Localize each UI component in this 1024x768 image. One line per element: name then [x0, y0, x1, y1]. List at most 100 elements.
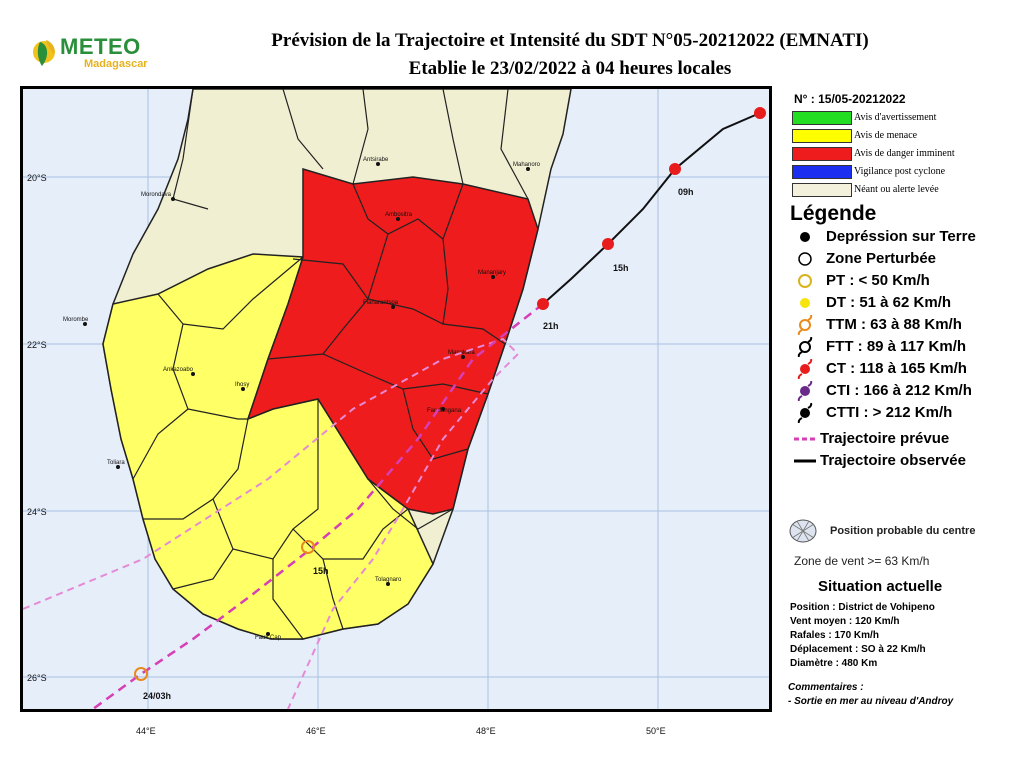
logo-name: METEO — [60, 34, 141, 59]
alert-row: Vigilance post cyclone — [792, 164, 1012, 180]
forecast-issue-date: Etablie le 23/02/2022 à 04 heures locale… — [408, 58, 732, 79]
legend-label: DT : 51 à 62 Km/h — [826, 294, 952, 311]
legend-item: CT : 118 à 165 Km/h — [794, 358, 1024, 380]
legend-label: TTM : 63 à 88 Km/h — [826, 316, 962, 333]
lon-label: 50°E — [646, 726, 666, 736]
legend-item: PT : < 50 Km/h — [794, 270, 1024, 292]
alert-row: Avis de menace — [792, 128, 1012, 144]
probable-center-icon — [789, 519, 817, 543]
situation-title: Situation actuelle — [818, 578, 943, 595]
legend-label: Trajectoire prévue — [820, 430, 950, 447]
town-labels: Antsirabe Mahanoro Morondava Ambositra M… — [63, 157, 541, 641]
legend-label: Depréssion sur Terre — [826, 228, 976, 245]
observed-trajectory — [542, 112, 761, 305]
legend-title: Légende — [790, 202, 877, 225]
red-cyclone-icon — [669, 163, 681, 175]
town-label: Antsirabe — [363, 157, 389, 163]
red-alert-zone — [246, 167, 539, 515]
black-filled-cyclone-icon — [797, 403, 813, 423]
lat-label: 20°S — [27, 173, 47, 183]
orange-cyclone-icon — [797, 315, 813, 335]
legend-item: Depréssion sur Terre — [794, 226, 1024, 248]
orange-cyclone-icon — [134, 667, 148, 681]
legend-item: CTTI : > 212 Km/h — [794, 402, 1024, 424]
yellow-circle-icon — [798, 274, 812, 288]
alert-row: Avis d'avertissement — [792, 110, 1012, 126]
legend-label: Zone Perturbée — [826, 250, 937, 267]
town-label: Tolagnaro — [375, 577, 402, 583]
town-label: Manakara — [448, 350, 475, 356]
legend-item: Trajectoire observée — [794, 450, 1024, 472]
alert-swatch — [792, 183, 852, 197]
legend-label: CTI : 166 à 212 Km/h — [826, 382, 972, 399]
lon-label: 44°E — [136, 726, 156, 736]
alert-row: Néant ou alerte levée — [792, 182, 1012, 198]
alert-swatch — [792, 129, 852, 143]
cyclone-markers — [134, 107, 766, 681]
lat-label: 24°S — [27, 507, 47, 517]
town-label: Fianarantsoa — [363, 300, 399, 306]
legend-item: CTI : 166 à 212 Km/h — [794, 380, 1024, 402]
legend-item: Trajectoire prévue — [794, 428, 1024, 450]
wind-zone-label: Zone de vent >= 63 Km/h — [794, 554, 930, 568]
district-borders — [132, 89, 529, 640]
open-circle-icon — [798, 252, 812, 266]
alert-label: Néant ou alerte levée — [854, 184, 939, 195]
town-label: Ihosy — [235, 382, 249, 388]
situation-line: Vent moyen : 120 Km/h — [790, 616, 900, 627]
legend-label: FTT : 89 à 117 Km/h — [826, 338, 967, 355]
bulletin-number: N° : 15/05-20212022 — [794, 92, 906, 106]
legend-item: Position probable du centre — [788, 518, 1024, 546]
forecast-point-label: 24/03h — [143, 691, 171, 701]
alert-label: Avis d'avertissement — [854, 112, 937, 123]
comments-text: - Sortie en mer au niveau d'Androy — [788, 696, 954, 707]
logo-icon — [33, 40, 55, 66]
red-cyclone-icon — [537, 298, 549, 310]
legend-item: DT : 51 à 62 Km/h — [794, 292, 1024, 314]
town-markers — [83, 162, 530, 636]
lat-label: 26°S — [27, 673, 47, 683]
forecast-point-label: 09h — [678, 187, 694, 197]
forecast-map: Antsirabe Mahanoro Morondava Ambositra M… — [20, 86, 772, 712]
legend-item: TTM : 63 à 88 Km/h — [794, 314, 1024, 336]
town-label: Mananjary — [478, 270, 506, 276]
forecast-trajectory — [92, 303, 544, 709]
red-cyclone-icon — [797, 359, 813, 379]
legend-item: FTT : 89 à 117 Km/h — [794, 336, 1024, 358]
lon-label: 46°E — [306, 726, 326, 736]
solid-line-icon — [794, 459, 816, 463]
legend-label: Trajectoire observée — [820, 452, 966, 469]
header: METEO Madagascar Prévision de la Traject… — [0, 0, 1024, 86]
legend-label: Position probable du centre — [830, 525, 976, 537]
situation-line: Déplacement : SO à 22 Km/h — [790, 644, 926, 655]
legend-label: PT : < 50 Km/h — [826, 272, 930, 289]
alert-label: Avis de menace — [854, 130, 918, 141]
lon-label: 48°E — [476, 726, 496, 736]
town-label: Ambositra — [385, 212, 413, 218]
filled-dot-icon — [800, 232, 810, 242]
yellow-dot-icon — [800, 298, 810, 308]
alert-row: Avis de danger imminent — [792, 146, 1012, 162]
town-label: Farafangana — [427, 408, 462, 414]
legend-label: CTTI : > 212 Km/h — [826, 404, 953, 421]
map-canvas: Antsirabe Mahanoro Morondava Ambositra M… — [23, 89, 769, 709]
lat-label: 22°S — [27, 340, 47, 350]
town-label: Mahanoro — [513, 162, 541, 168]
alert-label: Avis de danger imminent — [854, 148, 955, 159]
logo-subtitle: Madagascar — [84, 58, 148, 70]
orange-cyclone-icon — [301, 540, 315, 554]
meteo-logo: METEO Madagascar — [30, 34, 160, 78]
purple-cyclone-icon — [797, 381, 813, 401]
town-label: Faux Cap — [255, 635, 282, 641]
black-cyclone-icon — [797, 337, 813, 357]
town-label: Morondava — [141, 192, 172, 198]
alert-swatch — [792, 165, 852, 179]
forecast-title: Prévision de la Trajectoire et Intensité… — [271, 30, 869, 51]
situation-line: Rafales : 170 Km/h — [790, 630, 879, 641]
situation-line: Diamètre : 480 Km — [790, 658, 878, 669]
town-label: Morombe — [63, 317, 89, 323]
legend-label: CT : 118 à 165 Km/h — [826, 360, 967, 377]
red-cyclone-icon — [754, 107, 766, 119]
uncertainty-cone — [23, 337, 520, 709]
alert-label: Vigilance post cyclone — [854, 166, 946, 177]
